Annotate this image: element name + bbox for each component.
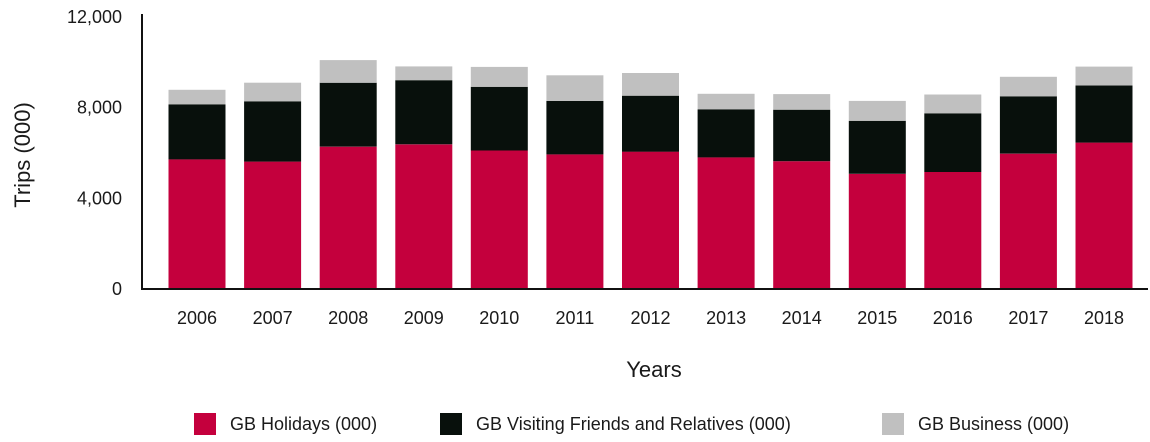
- bar-segment-2015-series-3: [848, 100, 906, 121]
- bar-segment-2018-series-2: [1075, 85, 1133, 143]
- bar-segment-2010-series-1: [470, 150, 528, 289]
- bar-segment-2012-series-1: [622, 151, 679, 289]
- x-tick-label: 2014: [782, 308, 822, 328]
- bar-segment-2007-series-1: [244, 161, 302, 289]
- bar-segment-2012-series-3: [622, 73, 679, 96]
- bar-segment-2014-series-3: [773, 94, 831, 110]
- bar-segment-2006-series-2: [168, 104, 226, 160]
- x-tick-label: 2012: [630, 308, 670, 328]
- bar-segment-2016-series-3: [924, 94, 982, 114]
- bar-segment-2013-series-2: [697, 109, 755, 158]
- bar-segment-2006-series-3: [168, 89, 226, 105]
- y-tick-label: 0: [112, 279, 122, 299]
- bar-segment-2011-series-1: [546, 154, 604, 289]
- x-tick-label: 2006: [177, 308, 217, 328]
- bar-segment-2015-series-1: [848, 173, 906, 289]
- bar-segment-2018-series-1: [1075, 142, 1133, 289]
- legend-label-series-1: GB Holidays (000): [230, 414, 377, 434]
- bar-segment-2009-series-3: [395, 66, 453, 81]
- bar-segment-2016-series-2: [924, 113, 982, 172]
- bar-segment-2006-series-1: [168, 159, 226, 289]
- bar-segment-2009-series-2: [395, 80, 453, 145]
- legend-swatch-series-1: [194, 413, 216, 435]
- bar-segment-2007-series-2: [244, 101, 302, 162]
- bar-segment-2011-series-2: [546, 100, 604, 155]
- x-tick-label: 2013: [706, 308, 746, 328]
- bar-segment-2009-series-1: [395, 144, 453, 289]
- bar-segment-2012-series-2: [622, 95, 679, 152]
- bar-segment-2013-series-3: [697, 93, 755, 110]
- legend-label-series-3: GB Business (000): [918, 414, 1069, 434]
- legend-label-series-2: GB Visiting Friends and Relatives (000): [476, 414, 791, 434]
- bar-segment-2017-series-1: [999, 153, 1057, 289]
- y-tick-label: 8,000: [77, 98, 122, 118]
- bar-segment-2017-series-2: [999, 96, 1057, 154]
- legend: GB Holidays (000) GB Visiting Friends and…: [194, 413, 1069, 435]
- x-tick-label: 2011: [556, 308, 595, 328]
- x-ticks-layer: 2006 2007 2008 2009 2010 2011 2012 2013 2014 2015…: [177, 308, 1124, 328]
- bars-layer: [168, 60, 1133, 289]
- x-tick-label: 2007: [253, 308, 293, 328]
- bar-segment-2011-series-3: [546, 75, 604, 101]
- bar-segment-2010-series-2: [470, 86, 528, 151]
- y-axis-title: Trips (000): [10, 102, 35, 208]
- legend-swatch-series-3: [882, 413, 904, 435]
- legend-swatch-series-2: [440, 413, 462, 435]
- bar-segment-2017-series-3: [999, 76, 1057, 97]
- y-tick-label: 12,000: [67, 7, 122, 27]
- bar-segment-2008-series-2: [319, 82, 377, 147]
- x-tick-label: 2018: [1084, 308, 1124, 328]
- x-tick-label: 2009: [404, 308, 444, 328]
- y-tick-label: 4,000: [77, 188, 122, 208]
- x-tick-label: 2017: [1008, 308, 1048, 328]
- bar-segment-2010-series-3: [470, 66, 528, 87]
- x-tick-label: 2008: [328, 308, 368, 328]
- bar-segment-2016-series-1: [924, 172, 982, 289]
- x-tick-label: 2015: [857, 308, 897, 328]
- bar-segment-2008-series-1: [319, 146, 377, 289]
- y-ticks-layer: 0 4,000 8,000 12,000: [67, 7, 122, 299]
- bar-segment-2018-series-3: [1075, 66, 1133, 86]
- x-tick-label: 2016: [933, 308, 973, 328]
- bar-segment-2007-series-3: [244, 82, 302, 102]
- x-tick-label: 2010: [479, 308, 519, 328]
- bar-segment-2013-series-1: [697, 157, 755, 289]
- x-axis-title: Years: [626, 357, 681, 382]
- bar-segment-2015-series-2: [848, 120, 906, 174]
- bar-segment-2014-series-2: [773, 109, 831, 162]
- bar-segment-2014-series-1: [773, 161, 831, 289]
- bar-segment-2008-series-3: [319, 60, 377, 83]
